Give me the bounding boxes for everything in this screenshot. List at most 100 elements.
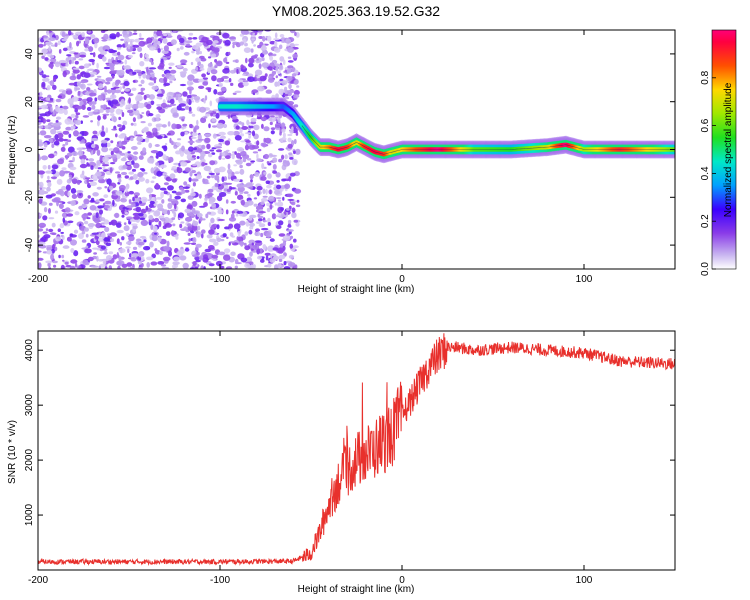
noise-speckle <box>103 252 108 255</box>
noise-speckle <box>278 158 283 163</box>
noise-speckle <box>171 123 177 130</box>
noise-speckle <box>38 222 46 228</box>
noise-speckle <box>94 97 98 102</box>
noise-speckle <box>91 232 99 235</box>
noise-speckle <box>59 170 65 177</box>
noise-speckle <box>130 137 134 142</box>
noise-speckle <box>274 202 278 206</box>
noise-speckle <box>66 54 72 57</box>
noise-speckle <box>278 64 284 71</box>
noise-speckle <box>234 258 239 265</box>
noise-speckle <box>73 52 79 55</box>
noise-speckle <box>46 85 51 91</box>
noise-speckle <box>89 71 97 75</box>
noise-speckle <box>146 66 149 73</box>
noise-speckle <box>115 133 118 138</box>
noise-speckle <box>291 73 297 77</box>
noise-speckle <box>124 41 129 48</box>
noise-speckle <box>202 182 210 185</box>
noise-speckle <box>261 57 265 62</box>
noise-speckle <box>81 170 85 176</box>
noise-speckle <box>150 196 156 202</box>
noise-speckle <box>101 232 106 239</box>
spectrogram-noise <box>38 30 302 269</box>
noise-speckle <box>38 125 44 129</box>
noise-speckle <box>161 74 165 77</box>
noise-speckle <box>251 242 254 246</box>
noise-speckle <box>293 79 299 85</box>
noise-speckle <box>212 125 217 128</box>
noise-speckle <box>264 137 272 144</box>
noise-speckle <box>128 235 135 242</box>
noise-speckle <box>287 143 293 149</box>
noise-speckle <box>38 250 42 253</box>
noise-speckle <box>267 245 275 252</box>
noise-speckle <box>226 191 231 194</box>
noise-speckle <box>236 147 244 152</box>
colorbar: 0.0 0.2 0.4 0.6 0.8 Normalized spectral ampl… <box>700 29 737 276</box>
noise-speckle <box>146 37 153 44</box>
noise-speckle <box>289 30 296 34</box>
noise-speckle <box>171 168 175 171</box>
noise-speckle <box>128 199 132 203</box>
noise-speckle <box>239 213 244 217</box>
noise-speckle <box>222 32 230 39</box>
noise-speckle <box>137 141 142 145</box>
noise-speckle <box>189 88 192 95</box>
noise-speckle <box>120 140 128 145</box>
noise-speckle <box>92 192 99 197</box>
noise-speckle <box>52 84 57 90</box>
noise-speckle <box>287 262 296 267</box>
noise-speckle <box>139 217 146 220</box>
noise-speckle <box>38 257 44 261</box>
noise-speckle <box>146 131 152 136</box>
noise-speckle <box>93 252 97 255</box>
noise-speckle <box>45 260 53 264</box>
noise-speckle <box>266 184 272 189</box>
noise-speckle <box>66 179 72 184</box>
noise-speckle <box>57 132 64 139</box>
noise-speckle <box>209 100 213 107</box>
noise-speckle <box>100 139 108 144</box>
noise-speckle <box>210 112 214 117</box>
noise-speckle <box>168 66 172 69</box>
noise-speckle <box>293 43 300 46</box>
noise-speckle <box>214 146 223 149</box>
noise-speckle <box>163 190 168 195</box>
noise-speckle <box>239 240 244 247</box>
noise-speckle <box>155 162 160 166</box>
noise-speckle <box>73 130 79 137</box>
noise-speckle <box>137 176 145 182</box>
noise-speckle <box>47 175 50 180</box>
noise-speckle <box>45 170 53 174</box>
noise-speckle <box>199 55 205 60</box>
noise-speckle <box>134 195 138 199</box>
noise-speckle <box>132 246 138 250</box>
noise-speckle <box>207 245 215 250</box>
noise-speckle <box>234 90 242 94</box>
noise-speckle <box>174 203 177 210</box>
noise-speckle <box>147 122 152 127</box>
noise-speckle <box>49 61 54 65</box>
noise-speckle <box>249 222 255 227</box>
noise-speckle <box>287 148 291 152</box>
noise-speckle <box>91 265 99 268</box>
noise-speckle <box>278 233 286 237</box>
noise-speckle <box>269 121 273 126</box>
noise-speckle <box>63 109 68 116</box>
noise-speckle <box>127 44 131 50</box>
noise-speckle <box>148 113 154 117</box>
noise-speckle <box>74 60 79 65</box>
noise-speckle <box>113 86 120 89</box>
noise-speckle <box>135 206 142 213</box>
noise-speckle <box>160 47 163 51</box>
noise-speckle <box>191 100 195 103</box>
noise-speckle <box>120 198 127 203</box>
spectrogram-xlabel: Height of straight line (km) <box>298 284 415 295</box>
noise-speckle <box>138 37 145 40</box>
noise-speckle <box>226 149 230 152</box>
noise-speckle <box>218 82 223 88</box>
noise-speckle <box>227 163 231 170</box>
noise-speckle <box>254 69 263 76</box>
noise-speckle <box>175 235 179 240</box>
